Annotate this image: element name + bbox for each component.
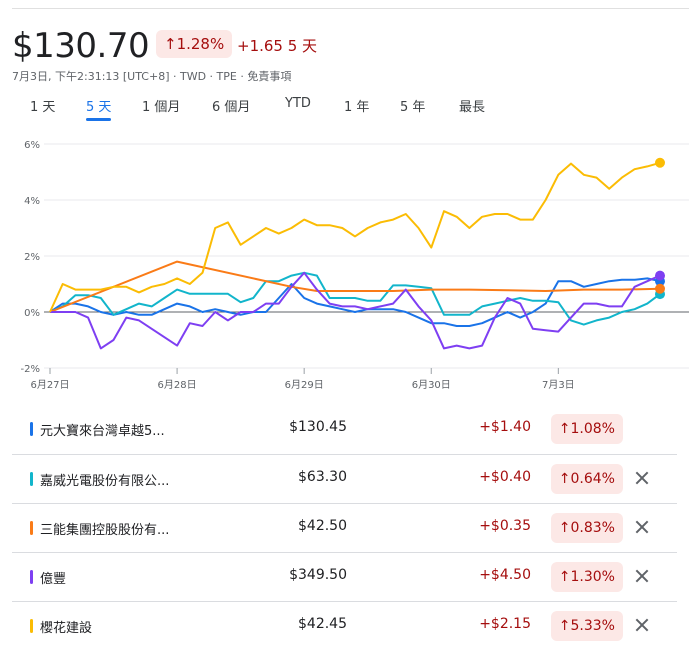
y-tick-label: 4% — [24, 196, 40, 207]
tab-max[interactable]: 最長 — [459, 100, 486, 115]
tab-6-month[interactable]: 6 個月 — [212, 100, 251, 115]
security-change: +$0.35 — [479, 518, 531, 534]
comparison-row[interactable]: 嘉威光電股份有限公... $63.30 +$0.40 ↑0.64% — [12, 454, 677, 503]
series-line-1 — [49, 271, 661, 326]
y-tick-label: 2% — [24, 252, 40, 263]
current-price: $130.70 — [12, 26, 150, 66]
security-price: $42.50 — [298, 518, 347, 534]
series-color-swatch — [30, 570, 33, 584]
tab-1-day[interactable]: 1 天 — [30, 100, 56, 115]
security-name: 元大寶來台灣卓越5... — [40, 424, 165, 439]
security-percent-badge: ↑1.08% — [550, 414, 623, 444]
y-tick-label: 0% — [24, 308, 40, 319]
x-tick-label: 7月3日 — [542, 379, 575, 391]
series-line-3 — [50, 271, 661, 350]
security-price: $42.45 — [298, 616, 347, 632]
close-icon[interactable] — [629, 465, 655, 491]
x-tick-label: 6月29日 — [285, 379, 324, 391]
series-end-dot-4 — [655, 157, 665, 168]
security-name: 櫻花建設 — [40, 621, 93, 636]
security-price: $349.50 — [289, 567, 347, 583]
close-icon[interactable] — [629, 612, 655, 638]
security-percent-badge: ↑5.33% — [550, 611, 623, 641]
y-tick-label: -2% — [21, 364, 40, 375]
security-change: +$2.15 — [479, 616, 531, 632]
timestamp-subline: 7月3日, 下午2:31:13 [UTC+8] · TWD · TPE · 免責… — [12, 70, 292, 83]
x-tick-label: 6月30日 — [412, 379, 451, 391]
security-percent-badge: ↑0.83% — [550, 513, 623, 543]
close-icon[interactable] — [629, 514, 655, 540]
comparison-row[interactable]: 億豐 $349.50 +$4.50 ↑1.30% — [12, 552, 677, 601]
series-color-swatch — [30, 472, 33, 486]
series-color-swatch — [30, 422, 33, 436]
security-change: +$1.40 — [479, 419, 531, 435]
series-line-4 — [49, 161, 661, 313]
security-change: +$0.40 — [479, 469, 531, 485]
security-percent-badge: ↑0.64% — [550, 464, 623, 494]
series-end-dot-2 — [655, 283, 665, 294]
security-name: 嘉威光電股份有限公... — [40, 474, 170, 489]
comparison-line-chart: 6% 4% 2% 0% -2% 6月27日 6月28日 6月29日 6月30日 7月3日 — [21, 140, 689, 391]
series-end-dot-3 — [655, 270, 665, 281]
security-percent-badge: ↑1.30% — [550, 562, 623, 592]
series-color-swatch — [30, 521, 33, 535]
tab-1-month[interactable]: 1 個月 — [142, 100, 181, 115]
x-tick-label: 6月27日 — [30, 379, 69, 391]
tab-1-year[interactable]: 1 年 — [344, 100, 370, 115]
comparison-row[interactable]: 三能集團控股股份有... $42.50 +$0.35 ↑0.83% — [12, 503, 677, 552]
top-divider — [12, 8, 689, 9]
x-tick-label: 6月28日 — [158, 379, 197, 391]
comparison-row[interactable]: 元大寶來台灣卓越5... $130.45 +$1.40 ↑1.08% — [12, 405, 677, 453]
y-tick-label: 6% — [24, 140, 40, 151]
security-name: 億豐 — [40, 572, 67, 587]
security-change: +$4.50 — [479, 567, 531, 583]
absolute-change: +1.65 5 天 — [237, 37, 318, 55]
series-line-0 — [49, 277, 661, 327]
tab-5-year[interactable]: 5 年 — [400, 100, 426, 115]
series-color-swatch — [30, 619, 33, 633]
security-price: $63.30 — [298, 469, 347, 485]
close-icon[interactable] — [629, 563, 655, 589]
tab-ytd[interactable]: YTD — [285, 96, 311, 111]
security-name: 三能集團控股股份有... — [40, 523, 170, 538]
tab-5-day[interactable]: 5 天 — [86, 96, 112, 121]
security-price: $130.45 — [289, 419, 347, 435]
comparison-row[interactable]: 櫻花建設 $42.45 +$2.15 ↑5.33% — [12, 601, 677, 650]
percent-change-badge: ↑1.28% — [156, 30, 233, 58]
